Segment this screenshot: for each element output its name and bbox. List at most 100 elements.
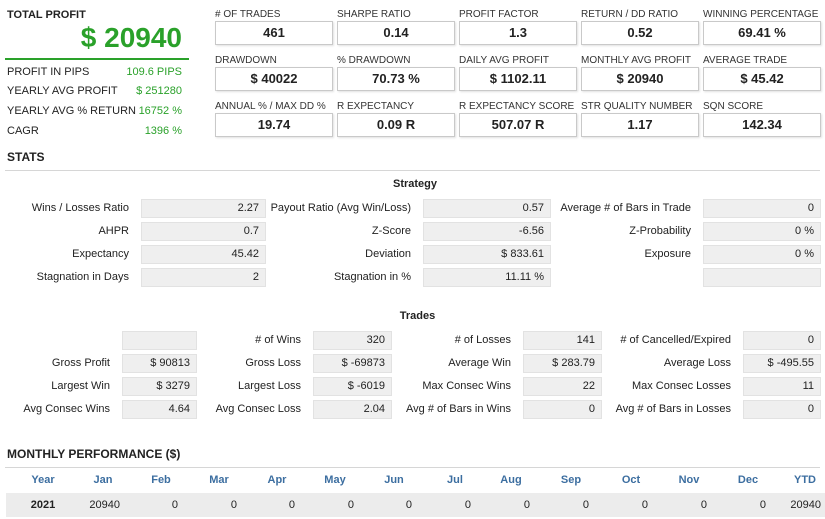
month-cell: 0: [171, 499, 178, 511]
metric-label: PROFIT FACTOR: [459, 9, 539, 20]
trade-label: Avg Consec Wins: [23, 403, 110, 415]
summary-row: YEARLY AVG PROFIT $ 251280: [7, 85, 182, 97]
stat-label: Payout Ratio (Avg Win/Loss): [270, 202, 411, 214]
trade-value: 0: [523, 400, 602, 419]
metric-drawdown: DRAWDOWN $ 40022: [215, 55, 333, 91]
trade-value: $ -495.55: [743, 354, 821, 373]
metric-label: AVERAGE TRADE: [703, 55, 788, 66]
stat-value: 0: [703, 199, 821, 218]
trade-label: Avg # of Bars in Wins: [406, 403, 511, 415]
stat-label: Expectancy: [72, 248, 129, 260]
metric-sqn-score: SQN SCORE 142.34: [703, 101, 821, 137]
stat-value: 0 %: [703, 222, 821, 241]
metric-monthly-avg: MONTHLY AVG PROFIT $ 20940: [581, 55, 699, 91]
ytd-cell: 20940: [790, 499, 821, 511]
month-header: Mar: [209, 474, 229, 486]
metric-label: R EXPECTANCY: [337, 101, 415, 112]
metric-value: $ 40022: [215, 67, 333, 91]
trades-title: Trades: [399, 310, 436, 322]
month-cell: 0: [759, 499, 766, 511]
trade-label: # of Wins: [255, 334, 301, 346]
trade-value: 0: [743, 331, 821, 350]
summary-value: $ 251280: [136, 85, 182, 97]
metric-value: $ 45.42: [703, 67, 821, 91]
metric-pct-drawdown: % DRAWDOWN 70.73 %: [337, 55, 455, 91]
stat-value: 0.7: [141, 222, 266, 241]
metric-label: WINNING PERCENTAGE: [703, 9, 819, 20]
metric-label: ANNUAL % / MAX DD %: [215, 101, 326, 112]
metric-value: 507.07 R: [459, 113, 577, 137]
month-header: Jun: [384, 474, 404, 486]
trade-value: $ -6019: [313, 377, 392, 396]
summary-row: YEARLY AVG % RETURN 16752 %: [7, 105, 182, 117]
month-header: Nov: [678, 474, 700, 486]
trade-label: Average Win: [448, 357, 511, 369]
stat-label: AHPR: [98, 225, 129, 237]
metric-value: $ 20940: [581, 67, 699, 91]
metric-value: 0.52: [581, 21, 699, 45]
metric-average-trade: AVERAGE TRADE $ 45.42: [703, 55, 821, 91]
year-cell: 2021: [30, 499, 56, 511]
stat-value: 11.11 %: [423, 268, 551, 287]
stat-value: 45.42: [141, 245, 266, 264]
metric-sharpe: SHARPE RATIO 0.14: [337, 9, 455, 45]
metric-winning-pct: WINNING PERCENTAGE 69.41 %: [703, 9, 821, 45]
trade-value: 11: [743, 377, 821, 396]
monthly-title: MONTHLY PERFORMANCE ($): [7, 447, 181, 461]
trade-value: 2.04: [313, 400, 392, 419]
stat-label: Stagnation in %: [333, 271, 411, 283]
summary-label: YEARLY AVG % RETURN: [7, 105, 136, 117]
trade-value: $ 3279: [122, 377, 197, 396]
summary-label: YEARLY AVG PROFIT: [7, 85, 118, 97]
stat-label: Z-Probability: [629, 225, 691, 237]
trade-label: # of Cancelled/Expired: [620, 334, 731, 346]
trade-label: # of Losses: [454, 334, 511, 346]
month-header: Jan: [93, 474, 113, 486]
metric-r-expectancy-score: R EXPECTANCY SCORE 507.07 R: [459, 101, 577, 137]
metric-label: DRAWDOWN: [215, 55, 277, 66]
month-cell: 0: [405, 499, 412, 511]
total-profit-value: $ 20940: [80, 22, 182, 53]
divider: [5, 58, 189, 60]
month-cell: 0: [641, 499, 648, 511]
metric-value: 1.17: [581, 113, 699, 137]
stat-value: -6.56: [423, 222, 551, 241]
trade-value: $ -69873: [313, 354, 392, 373]
metric-value: 0.09 R: [337, 113, 455, 137]
metric-value: 70.73 %: [337, 67, 455, 91]
table-row: [6, 493, 825, 517]
month-header: Dec: [737, 474, 759, 486]
metric-profit-factor: PROFIT FACTOR 1.3: [459, 9, 577, 45]
trade-value: $ 283.79: [523, 354, 602, 373]
stat-label: Z-Score: [371, 225, 411, 237]
metric-daily-avg: DAILY AVG PROFIT $ 1102.11: [459, 55, 577, 91]
stats-title: STATS: [7, 150, 45, 164]
stat-value: 0 %: [703, 245, 821, 264]
metric-value: 142.34: [703, 113, 821, 137]
stat-label: Deviation: [365, 248, 411, 260]
month-header: Apr: [267, 474, 287, 486]
month-cell: 0: [464, 499, 471, 511]
trade-label: Max Consec Losses: [631, 380, 731, 392]
metric-value: 19.74: [215, 113, 333, 137]
metric-value: 461: [215, 21, 333, 45]
month-header: YTD: [794, 474, 816, 486]
metric-value: 0.14: [337, 21, 455, 45]
trade-label: Avg # of Bars in Losses: [615, 403, 731, 415]
trade-value: 0: [743, 400, 821, 419]
trade-label: Average Loss: [663, 357, 731, 369]
stat-value: $ 833.61: [423, 245, 551, 264]
metric-label: STR QUALITY NUMBER: [581, 101, 693, 112]
metric-label: R EXPECTANCY SCORE: [459, 101, 575, 112]
trade-label: Largest Win: [51, 380, 110, 392]
metric-return-dd: RETURN / DD RATIO 0.52: [581, 9, 699, 45]
trade-value-empty: [122, 331, 197, 350]
summary-row: CAGR 1396 %: [7, 125, 182, 137]
month-header: May: [324, 474, 346, 486]
month-header: Year: [31, 474, 55, 486]
trade-value: 320: [313, 331, 392, 350]
trade-label: Largest Loss: [238, 380, 301, 392]
stat-value: 2.27: [141, 199, 266, 218]
month-header: Feb: [151, 474, 171, 486]
stat-value-empty: [703, 268, 821, 287]
